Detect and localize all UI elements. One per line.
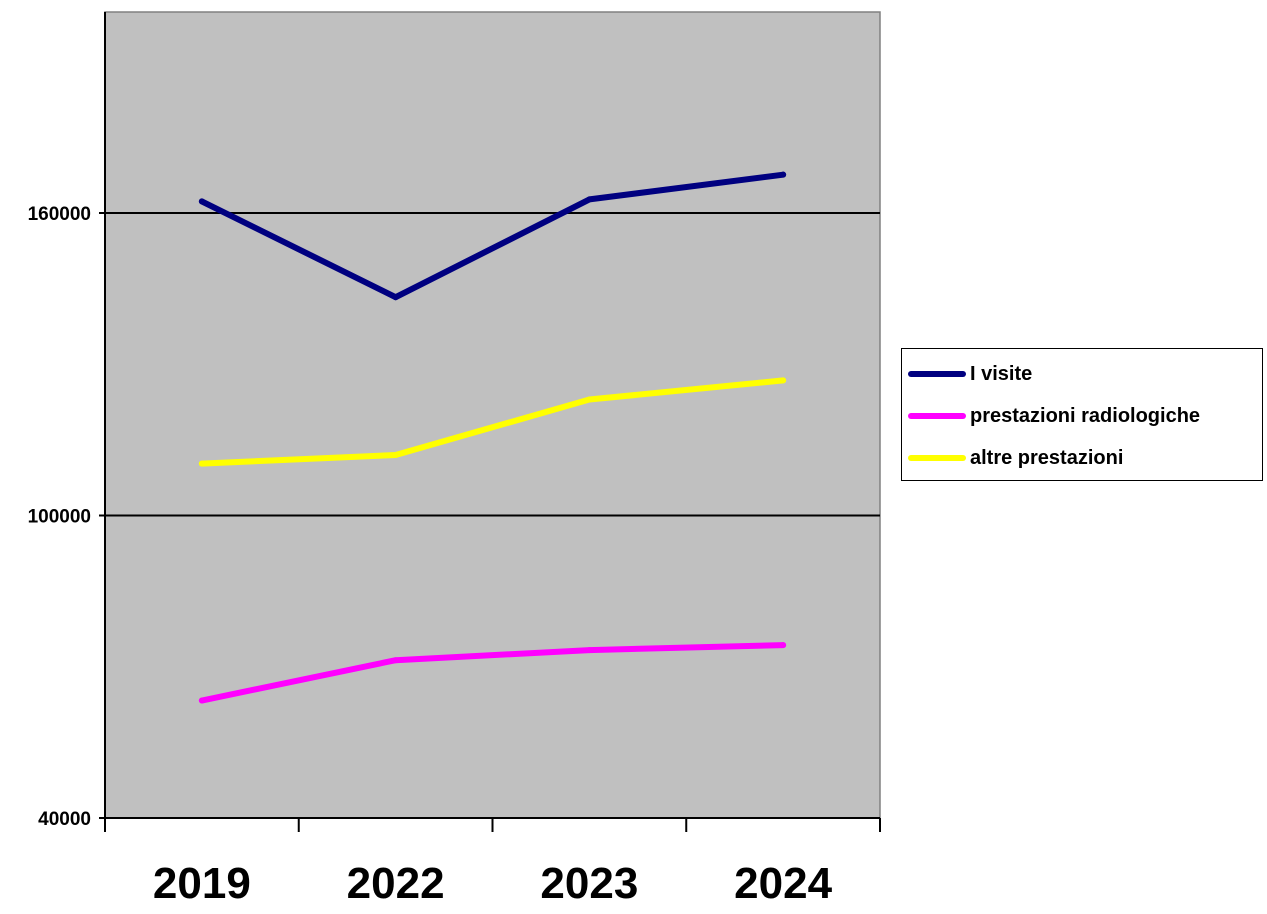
legend: I visite prestazioni radiologiche altre … bbox=[901, 348, 1263, 481]
x-tick-label: 2024 bbox=[734, 859, 832, 908]
series-line-i-visite bbox=[198, 171, 787, 301]
legend-label-altre-prestazioni: altre prestazioni bbox=[970, 446, 1124, 469]
data-point-i-visite bbox=[392, 294, 399, 301]
data-point-i-visite bbox=[780, 171, 787, 178]
legend-item-prestazioni-radiologiche: prestazioni radiologiche bbox=[908, 401, 1200, 431]
data-point-altre-prestazioni bbox=[392, 452, 399, 458]
series-line-prestazioni-radiologiche bbox=[198, 642, 787, 704]
x-tick-label: 2019 bbox=[153, 859, 251, 908]
data-point-prestazioni-radiologiche bbox=[586, 647, 593, 654]
data-point-altre-prestazioni bbox=[780, 377, 787, 384]
data-point-altre-prestazioni bbox=[586, 396, 593, 403]
data-point-prestazioni-radiologiche bbox=[198, 697, 205, 704]
x-tick-label: 2022 bbox=[347, 859, 445, 908]
legend-item-i-visite: I visite bbox=[908, 359, 1032, 389]
data-point-prestazioni-radiologiche bbox=[392, 657, 399, 664]
plot-area bbox=[104, 11, 881, 819]
legend-swatch-altre-prestazioni bbox=[908, 455, 966, 461]
legend-swatch-prestazioni-radiologiche bbox=[908, 413, 966, 419]
y-tick-label: 40000 bbox=[38, 809, 91, 830]
data-point-i-visite bbox=[586, 196, 593, 203]
legend-label-prestazioni-radiologiche: prestazioni radiologiche bbox=[970, 404, 1201, 427]
legend-item-altre-prestazioni: altre prestazioni bbox=[908, 443, 1123, 473]
data-point-prestazioni-radiologiche bbox=[780, 642, 787, 649]
legend-swatch-i-visite bbox=[908, 371, 966, 377]
legend-label-i-visite: I visite bbox=[970, 362, 1033, 385]
series-line-altre-prestazioni bbox=[198, 377, 787, 467]
data-point-altre-prestazioni bbox=[198, 460, 205, 467]
y-tick-label: 160000 bbox=[28, 204, 91, 225]
y-tick-label: 100000 bbox=[28, 507, 91, 528]
x-tick-label: 2023 bbox=[540, 859, 638, 908]
data-point-i-visite bbox=[198, 198, 205, 205]
